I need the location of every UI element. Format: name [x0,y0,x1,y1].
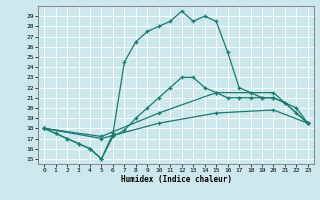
X-axis label: Humidex (Indice chaleur): Humidex (Indice chaleur) [121,175,231,184]
